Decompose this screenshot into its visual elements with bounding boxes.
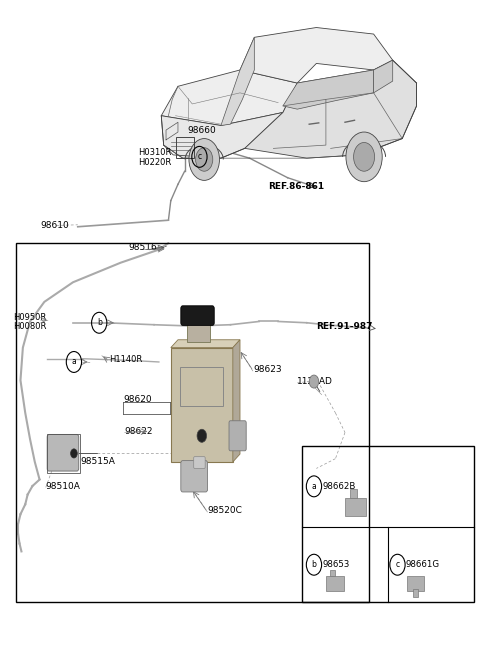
Text: 98661G: 98661G bbox=[406, 560, 440, 569]
Text: 98515A: 98515A bbox=[81, 457, 116, 466]
Polygon shape bbox=[345, 498, 366, 516]
Polygon shape bbox=[233, 340, 240, 462]
Polygon shape bbox=[326, 576, 344, 590]
Text: 98653: 98653 bbox=[322, 560, 349, 569]
FancyBboxPatch shape bbox=[229, 420, 246, 451]
Text: H0310R: H0310R bbox=[138, 148, 172, 157]
FancyBboxPatch shape bbox=[181, 306, 214, 325]
Text: c: c bbox=[396, 560, 399, 569]
Circle shape bbox=[309, 375, 319, 388]
Text: c: c bbox=[197, 152, 202, 161]
FancyBboxPatch shape bbox=[47, 434, 79, 471]
Circle shape bbox=[196, 148, 213, 171]
Text: a: a bbox=[312, 482, 316, 491]
Text: 98520C: 98520C bbox=[207, 506, 242, 516]
Text: a: a bbox=[72, 358, 76, 367]
Polygon shape bbox=[240, 28, 393, 83]
Circle shape bbox=[71, 449, 77, 458]
Polygon shape bbox=[330, 569, 336, 576]
Circle shape bbox=[197, 429, 206, 442]
Polygon shape bbox=[161, 112, 283, 158]
FancyBboxPatch shape bbox=[194, 457, 205, 468]
Text: 98660: 98660 bbox=[188, 125, 216, 134]
Circle shape bbox=[354, 142, 374, 171]
Text: b: b bbox=[97, 318, 102, 327]
Polygon shape bbox=[407, 576, 424, 590]
Text: b: b bbox=[312, 560, 316, 569]
Text: 98622: 98622 bbox=[124, 426, 153, 436]
Polygon shape bbox=[171, 340, 240, 348]
Polygon shape bbox=[283, 70, 373, 109]
Text: 98516: 98516 bbox=[129, 243, 157, 251]
Text: REF.91-987: REF.91-987 bbox=[316, 322, 373, 331]
Polygon shape bbox=[171, 348, 233, 462]
Text: H0220R: H0220R bbox=[138, 158, 172, 167]
Polygon shape bbox=[350, 489, 357, 498]
Text: 1125AD: 1125AD bbox=[297, 377, 333, 386]
Bar bbox=[16, 243, 369, 602]
FancyBboxPatch shape bbox=[187, 320, 210, 342]
Polygon shape bbox=[221, 37, 254, 125]
FancyBboxPatch shape bbox=[181, 461, 207, 492]
Text: H1140R: H1140R bbox=[109, 355, 142, 364]
Text: H0080R: H0080R bbox=[13, 322, 46, 331]
Polygon shape bbox=[373, 60, 393, 93]
Text: H0950R: H0950R bbox=[13, 313, 46, 322]
Text: 98620: 98620 bbox=[123, 396, 152, 404]
Text: 98623: 98623 bbox=[253, 365, 282, 375]
Text: 98662B: 98662B bbox=[322, 482, 356, 491]
Polygon shape bbox=[413, 589, 418, 597]
Text: 98610: 98610 bbox=[40, 221, 69, 230]
Text: REF.86-861: REF.86-861 bbox=[268, 182, 324, 192]
Circle shape bbox=[189, 138, 219, 180]
Polygon shape bbox=[245, 60, 417, 158]
Bar bbox=[302, 445, 474, 602]
Polygon shape bbox=[161, 70, 297, 125]
Text: 98510A: 98510A bbox=[46, 482, 81, 491]
Circle shape bbox=[346, 132, 382, 182]
